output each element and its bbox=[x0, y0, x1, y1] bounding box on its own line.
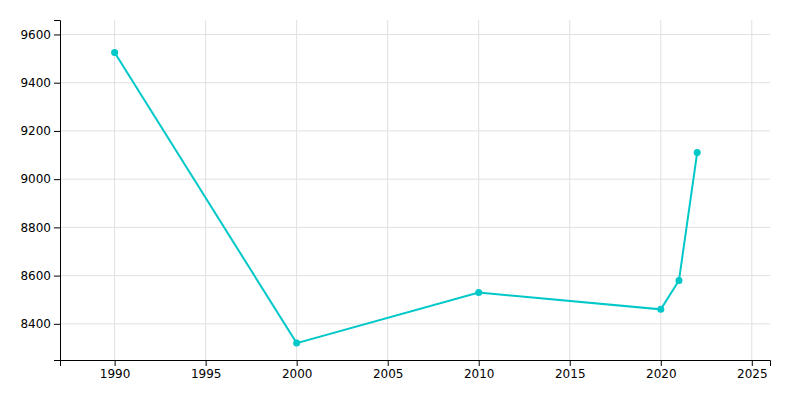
x-grid-line bbox=[296, 20, 297, 360]
line bbox=[115, 53, 698, 344]
y-tick-mark bbox=[54, 83, 60, 84]
x-tick: 1990 bbox=[100, 360, 131, 381]
x-grid-line bbox=[205, 20, 206, 360]
x-grid-line bbox=[478, 20, 479, 360]
y-tick-mark bbox=[54, 34, 60, 35]
x-tick-label: 2015 bbox=[555, 367, 586, 381]
y-tick: 8400 bbox=[20, 317, 60, 331]
x-tick: 2015 bbox=[555, 360, 586, 381]
x-tick-label: 2025 bbox=[737, 367, 768, 381]
x-tick-label: 2005 bbox=[373, 367, 404, 381]
y-grid-line bbox=[60, 82, 770, 83]
x-tick-label: 1995 bbox=[191, 367, 222, 381]
point bbox=[475, 289, 482, 296]
y-grid-line bbox=[60, 34, 770, 35]
x-tick: 1995 bbox=[191, 360, 222, 381]
x-tick-mark bbox=[388, 360, 389, 366]
x-tick-label: 1990 bbox=[100, 367, 131, 381]
y-tick: 9000 bbox=[20, 172, 60, 186]
y-tick-label: 9000 bbox=[20, 172, 51, 186]
x-axis-line bbox=[61, 361, 771, 367]
x-tick: 2005 bbox=[373, 360, 404, 381]
y-axis: 8400 8600 8800 9000 9200 9400 9600 bbox=[20, 21, 60, 361]
grid bbox=[60, 20, 770, 360]
y-tick-mark bbox=[54, 227, 60, 228]
y-tick-label: 8400 bbox=[20, 317, 51, 331]
y-grid-line bbox=[60, 323, 770, 324]
x-tick: 2020 bbox=[646, 360, 677, 381]
x-tick-mark bbox=[752, 360, 753, 366]
x-tick: 2025 bbox=[737, 360, 768, 381]
y-axis-line bbox=[54, 21, 61, 361]
x-tick-mark bbox=[661, 360, 662, 366]
point bbox=[293, 340, 300, 347]
x-grid-line bbox=[114, 20, 115, 360]
x-tick-mark bbox=[115, 360, 116, 366]
x-tick-label: 2010 bbox=[464, 367, 495, 381]
x-grid-line bbox=[751, 20, 752, 360]
x-tick-mark bbox=[479, 360, 480, 366]
x-grid-line bbox=[387, 20, 388, 360]
y-tick-mark bbox=[54, 179, 60, 180]
y-tick-mark bbox=[54, 131, 60, 132]
y-tick-label: 8600 bbox=[20, 269, 51, 283]
y-tick-label: 9400 bbox=[20, 76, 51, 90]
y-tick-label: 9600 bbox=[20, 28, 51, 42]
x-tick: 2000 bbox=[282, 360, 313, 381]
y-tick: 9600 bbox=[20, 28, 60, 42]
y-grid-line bbox=[60, 130, 770, 131]
point bbox=[111, 49, 118, 56]
x-tick-label: 2000 bbox=[282, 367, 313, 381]
x-tick-mark bbox=[297, 360, 298, 366]
y-tick-mark bbox=[54, 276, 60, 277]
marks bbox=[111, 49, 701, 347]
y-tick-mark bbox=[54, 324, 60, 325]
y-tick: 9400 bbox=[20, 76, 60, 90]
x-tick-label: 2020 bbox=[646, 367, 677, 381]
y-grid-line bbox=[60, 227, 770, 228]
y-grid-line bbox=[60, 179, 770, 180]
y-tick: 8800 bbox=[20, 221, 60, 235]
y-grid-line bbox=[60, 275, 770, 276]
y-tick: 9200 bbox=[20, 124, 60, 138]
x-axis: 1990 1995 2000 2005 2010 2015 2020 2025 bbox=[61, 360, 771, 381]
point bbox=[657, 306, 664, 313]
chart: 1990 1995 2000 2005 2010 2015 2020 2025 8400 8600… bbox=[0, 0, 800, 400]
y-tick: 8600 bbox=[20, 269, 60, 283]
x-tick-mark bbox=[206, 360, 207, 366]
x-grid-line bbox=[569, 20, 570, 360]
y-tick-label: 8800 bbox=[20, 221, 51, 235]
plot: 1990 1995 2000 2005 2010 2015 2020 2025 8400 8600… bbox=[20, 20, 770, 381]
x-tick: 2010 bbox=[464, 360, 495, 381]
x-tick-mark bbox=[570, 360, 571, 366]
point bbox=[675, 277, 682, 284]
y-tick-label: 9200 bbox=[20, 124, 51, 138]
point bbox=[694, 149, 701, 156]
